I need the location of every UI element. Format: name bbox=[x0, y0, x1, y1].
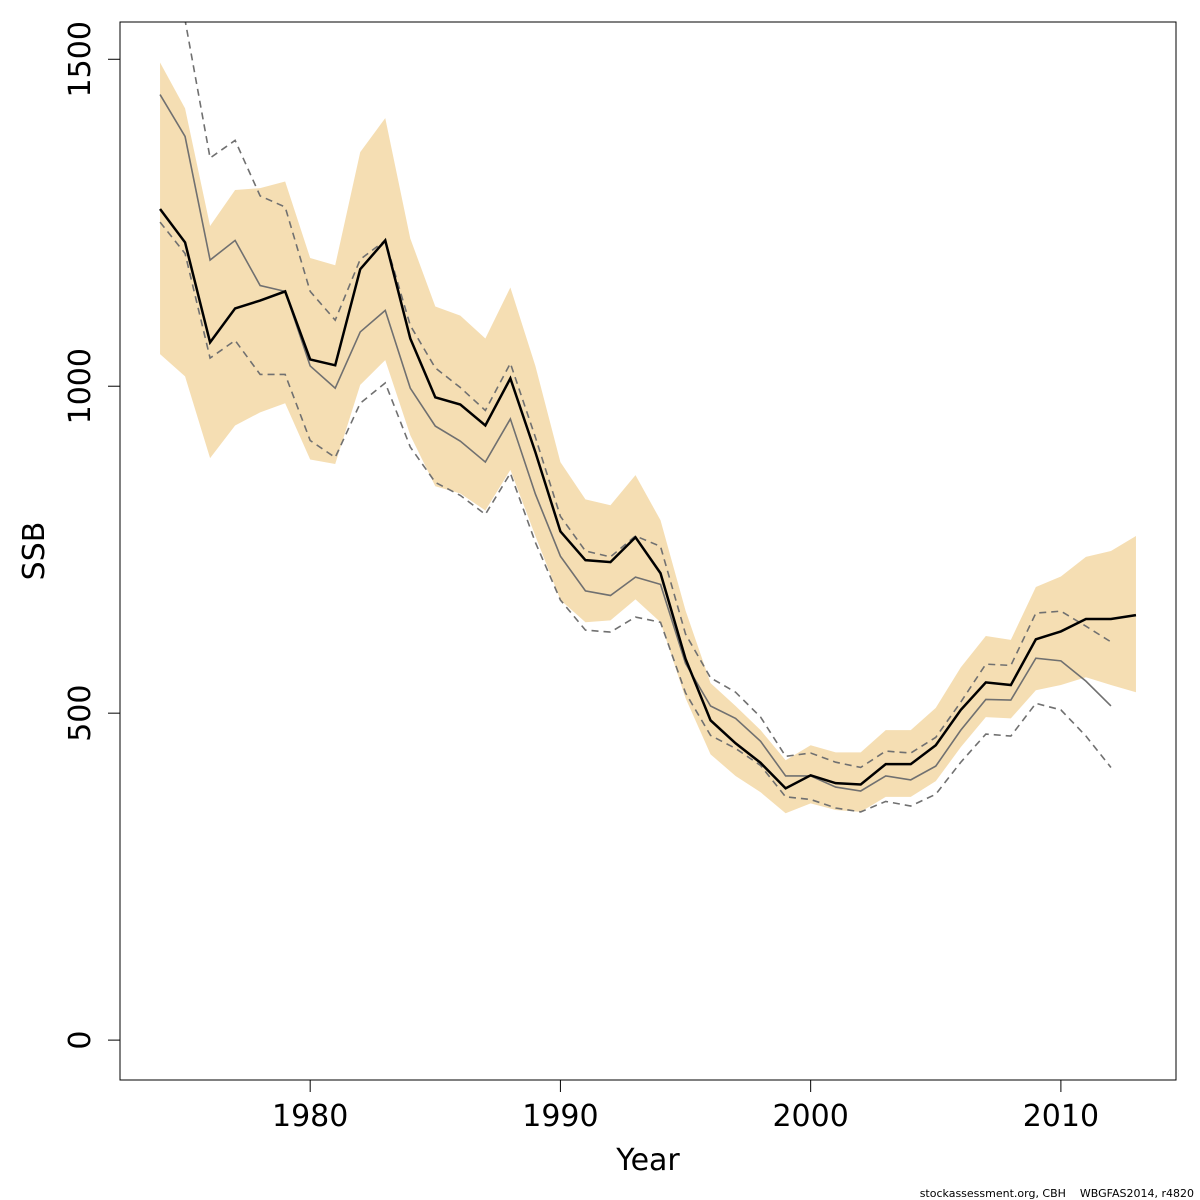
y-tick-label: 500 bbox=[63, 685, 98, 742]
confidence-band bbox=[160, 62, 1136, 814]
y-tick-label: 1000 bbox=[63, 348, 98, 424]
y-tick-label: 1500 bbox=[63, 21, 98, 97]
x-tick-label: 1990 bbox=[522, 1099, 598, 1134]
ssb-dashed-line-2 bbox=[184, 22, 1112, 769]
y-tick-label: 0 bbox=[63, 1031, 98, 1050]
footer-credit: stockassessment.org, CBH WBGFAS2014, r48… bbox=[920, 1187, 1194, 1200]
x-axis-title: Year bbox=[615, 1143, 680, 1178]
ssb-grey-line bbox=[159, 94, 1112, 792]
ssb-dashed-line-3 bbox=[159, 221, 1112, 813]
x-tick-label: 2000 bbox=[772, 1099, 848, 1134]
ssb-estimate-line bbox=[159, 208, 1137, 790]
y-axis-title: SSB bbox=[17, 522, 52, 581]
x-tick-label: 2010 bbox=[1023, 1099, 1099, 1134]
plot-frame bbox=[119, 21, 1177, 1081]
x-tick-label: 1980 bbox=[272, 1099, 348, 1134]
